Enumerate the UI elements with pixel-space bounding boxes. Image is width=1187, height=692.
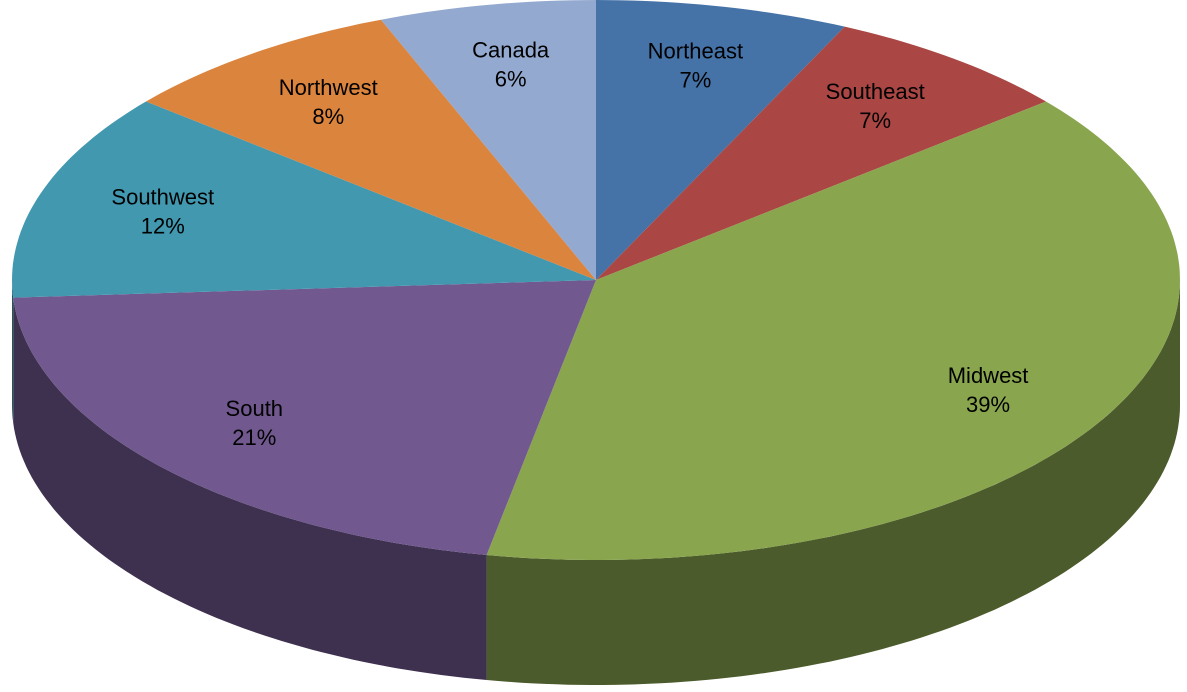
value-label: 39% (966, 392, 1010, 417)
value-label: 12% (141, 213, 185, 238)
slice-side (486, 280, 1181, 685)
value-label: 21% (232, 425, 276, 450)
value-label: 7% (679, 68, 711, 93)
value-label: 6% (495, 66, 527, 91)
slice-label: Canada (472, 37, 550, 62)
slice (381, 0, 596, 280)
slice (13, 280, 596, 555)
slice-label: Northeast (648, 39, 743, 64)
slice (146, 19, 596, 280)
value-label: 8% (312, 104, 344, 129)
slice (596, 26, 1046, 280)
slice-side (13, 297, 487, 680)
slice (596, 0, 845, 280)
slice-label: Northwest (279, 75, 378, 100)
value-label: 7% (859, 108, 891, 133)
slice (12, 101, 596, 298)
slice-label: South (226, 396, 284, 421)
slice-label: Southwest (111, 184, 214, 209)
slice-side (12, 280, 14, 423)
slice-label: Southeast (826, 79, 925, 104)
slice (486, 101, 1181, 560)
slice-label: Midwest (948, 363, 1029, 388)
